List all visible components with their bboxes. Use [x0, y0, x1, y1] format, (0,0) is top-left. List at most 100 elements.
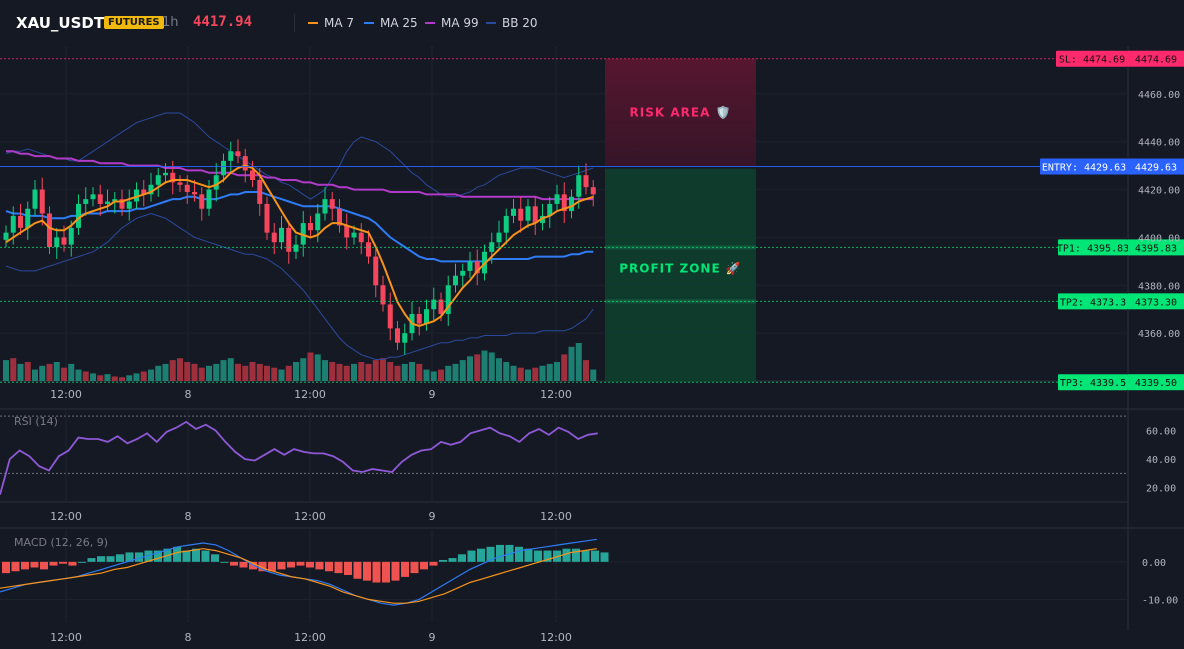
volume-bar — [3, 360, 9, 381]
rsi-time-label: 12:00 — [50, 510, 82, 523]
level-axis-text-tp1: 4395.83 — [1135, 243, 1177, 254]
macd-hist-bar — [11, 561, 20, 572]
level-axis-tag-tp1 — [1128, 239, 1184, 256]
level-tag-tp3 — [1058, 374, 1128, 391]
legend-bb20[interactable]: BB 20 — [486, 16, 538, 30]
volume-bar — [10, 358, 17, 381]
level-axis-tag-tp2 — [1128, 293, 1184, 310]
candle-body — [184, 184, 190, 192]
candle-body — [112, 199, 118, 202]
candle-body — [344, 225, 350, 238]
candle-body — [271, 232, 277, 243]
candle-body — [279, 227, 284, 243]
macd-hist-bar — [125, 552, 134, 562]
macd-time-label: 12:00 — [540, 631, 572, 644]
candle-body — [192, 191, 197, 195]
macd-hist-bar — [420, 561, 428, 570]
macd-hist-bar — [135, 552, 143, 562]
candle-body — [18, 215, 23, 228]
candle-body — [467, 261, 473, 271]
candle-body — [431, 299, 437, 310]
futures-badge: FUTURES — [104, 16, 164, 29]
volume-bar — [285, 365, 292, 381]
rsi-title: RSI (14) — [14, 415, 58, 428]
volume-bar — [82, 371, 89, 381]
rsi-line — [0, 420, 598, 496]
ma99-line — [6, 150, 594, 201]
candle-body — [424, 309, 429, 324]
macd-signal-line — [0, 548, 597, 604]
macd-hist-bar — [49, 561, 58, 566]
candle-body — [438, 299, 444, 314]
volume-bar — [554, 362, 560, 381]
price-axis-tick: 4380.00 — [1138, 281, 1180, 292]
volume-bar — [177, 358, 183, 381]
volume-bar — [438, 369, 444, 381]
level-tag-text-entry: ENTRY: 4429.63 — [1042, 163, 1126, 174]
candle-body — [402, 333, 408, 343]
candle-body — [90, 194, 96, 200]
volume-bar — [423, 369, 430, 381]
candle-body — [76, 203, 81, 228]
candle-body — [583, 175, 589, 188]
macd-title: MACD (12, 26, 9) — [14, 536, 108, 549]
volume-bar — [133, 373, 140, 381]
volume-bar — [575, 343, 582, 381]
time-axis-label: 8 — [185, 388, 192, 401]
candle-body — [315, 213, 321, 231]
volume-bar — [162, 363, 169, 381]
candle-body — [554, 194, 560, 204]
candle-body — [25, 208, 31, 228]
legend-ma25[interactable]: MA 25 — [364, 16, 418, 30]
macd-hist-bar — [306, 561, 314, 568]
volume-bar — [322, 360, 328, 381]
macd-hist-bar — [201, 550, 210, 562]
macd-hist-bar — [410, 561, 419, 574]
macd-hist-bar — [334, 561, 343, 574]
volume-bar — [97, 375, 104, 381]
volume-bar — [256, 363, 263, 381]
candle-body — [97, 194, 103, 204]
candle-body — [235, 151, 241, 157]
macd-hist-bar — [97, 556, 105, 562]
candle-body — [395, 328, 400, 343]
volume-bar — [119, 377, 125, 381]
candle-body — [293, 244, 299, 252]
risk-area-label: RISK AREA 🛡️ — [630, 106, 732, 120]
volume-bar — [314, 354, 321, 381]
macd-hist-bar — [600, 552, 609, 562]
macd-hist-bar — [581, 550, 590, 562]
volume-bar — [372, 360, 379, 381]
level-axis-tag-tp3 — [1128, 374, 1184, 391]
level-tag-text-tp1: TP1: 4395.83 — [1057, 243, 1129, 254]
macd-time-label: 12:00 — [294, 631, 326, 644]
volume-bar — [184, 362, 191, 381]
macd-hist-bar — [230, 561, 238, 566]
volume-bar — [394, 365, 401, 381]
bb-lower-line — [5, 212, 594, 360]
volume-bar — [191, 363, 198, 381]
candle-body — [373, 256, 379, 286]
legend-ma99[interactable]: MA 99 — [425, 16, 479, 30]
macd-hist-bar — [353, 561, 362, 579]
candle-body — [54, 237, 60, 247]
macd-hist-bar — [277, 561, 286, 570]
macd-hist-bar — [448, 558, 457, 562]
volume-bar — [416, 363, 423, 381]
legend-ma7[interactable]: MA 7 — [308, 16, 354, 30]
volume-bar — [148, 369, 154, 381]
macd-time-label: 12:00 — [50, 631, 82, 644]
candle-body — [503, 215, 509, 233]
timeframe-label[interactable]: 1h — [162, 15, 179, 30]
volume-bar — [380, 358, 386, 381]
level-tag-text-sl: SL: 4474.69 — [1059, 55, 1125, 66]
macd-hist-bar — [344, 561, 352, 575]
volume-bar — [198, 367, 205, 381]
volume-bar — [155, 365, 162, 381]
volume-bar — [561, 354, 568, 381]
macd-hist-bar — [467, 550, 476, 562]
symbol-label[interactable]: XAU_USDT — [16, 14, 105, 32]
time-axis-label: 12:00 — [540, 388, 572, 401]
level-tag-text-tp2: TP2: 4373.3 — [1060, 297, 1126, 308]
